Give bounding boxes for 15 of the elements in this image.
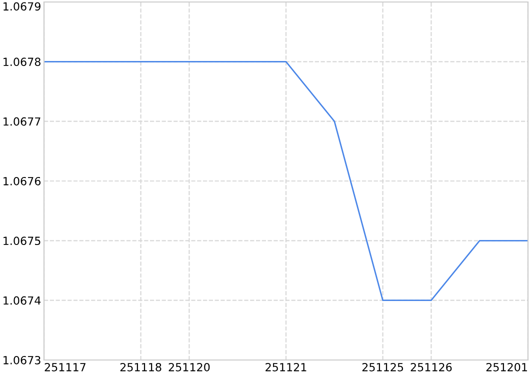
x-tick-label: 251117 <box>44 362 86 372</box>
x-tick-label: 251201 <box>486 362 527 372</box>
y-tick-label: 1.0679 <box>4 2 40 11</box>
line-series <box>44 60 528 302</box>
x-tick-label: 251126 <box>410 362 452 372</box>
y-tick-label: 1.0677 <box>4 117 40 126</box>
x-tick-label: 251121 <box>266 362 306 372</box>
x-tick-label: 251118 <box>120 362 162 372</box>
y-tick-label: 1.0673 <box>4 356 40 364</box>
y-tick-label: 1.0675 <box>4 236 40 246</box>
y-tick-label: 1.0674 <box>4 296 41 305</box>
y-tick-label: 1.0678 <box>4 58 40 66</box>
x-tick-label: 251125 <box>362 362 404 372</box>
x-tick-label: 251120 <box>168 362 210 372</box>
y-tick-label: 1.0676 <box>4 176 41 186</box>
